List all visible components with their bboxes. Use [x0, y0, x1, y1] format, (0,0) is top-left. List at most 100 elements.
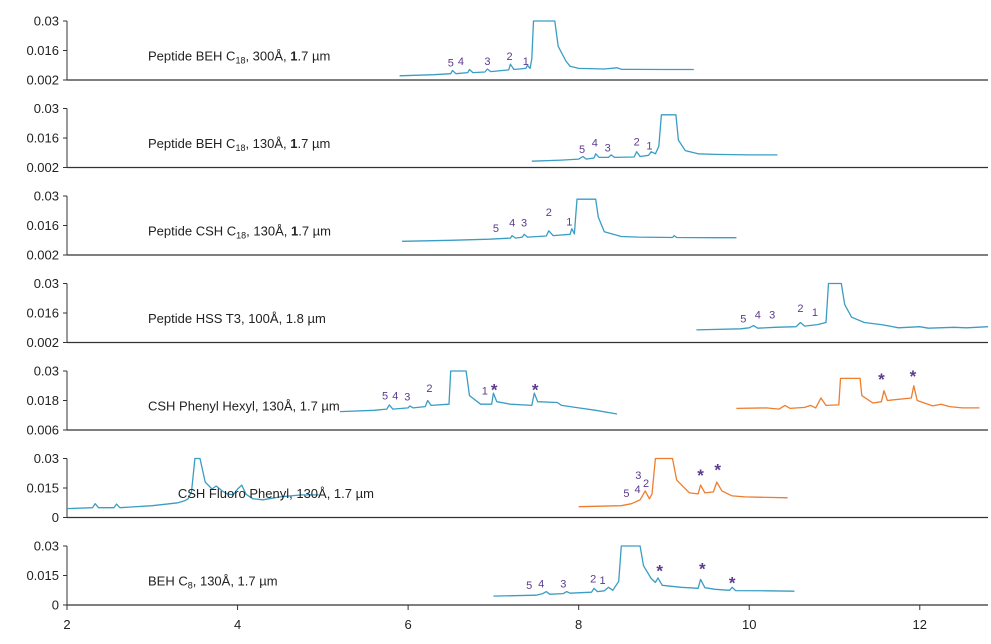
peak-number-label: 2 [426, 383, 432, 395]
y-tick-label: 0.006 [26, 423, 59, 438]
star-marker: * [714, 460, 721, 479]
star-marker: * [697, 466, 704, 485]
star-marker: * [491, 380, 498, 399]
column-label-part: CSH Phenyl Hexyl, 130Å, 1.7 µm [148, 399, 340, 414]
peak-number-label: 1 [599, 575, 605, 587]
panel-4-trace-blue [696, 282, 989, 331]
panel-5-trace-blue [339, 370, 618, 415]
y-tick-label: 0.015 [26, 481, 59, 496]
peak-number-label: 2 [797, 303, 803, 315]
peak-number-label: 2 [634, 136, 640, 148]
peak-number-label: 5 [623, 488, 629, 500]
y-tick-label: 0.03 [34, 364, 59, 379]
panel-7-trace-blue [493, 545, 795, 597]
peak-number-label: 1 [523, 56, 529, 68]
panel-1-trace-blue [399, 20, 694, 77]
star-marker: * [532, 380, 539, 399]
peak-number-label: 3 [635, 470, 641, 482]
star-marker: * [878, 370, 885, 389]
peak-number-label: 3 [484, 56, 490, 68]
panel-5-column-label: CSH Phenyl Hexyl, 130Å, 1.7 µm [148, 399, 340, 414]
peak-number-label: 1 [482, 385, 488, 397]
y-tick-label: 0.03 [34, 14, 59, 29]
column-label-part: 8 [188, 581, 193, 591]
panel-1-column-label: Peptide BEH C18, 300Å, 1.7 µm [148, 49, 330, 66]
peak-number-label: 1 [646, 141, 652, 153]
peak-number-label: 5 [382, 390, 388, 402]
star-marker: * [729, 573, 736, 592]
column-label-part: , 130Å, 1.7 µm [193, 574, 278, 589]
panel-7-column-label: BEH C8, 130Å, 1.7 µm [148, 574, 278, 591]
y-tick-label: 0.03 [34, 276, 59, 291]
panel-5-trace-orange [736, 377, 980, 410]
y-tick-label: 0.018 [26, 393, 59, 408]
y-tick-label: 0.015 [26, 568, 59, 583]
peak-number-label: 5 [740, 313, 746, 325]
y-tick-label: 0.03 [34, 101, 59, 116]
column-label-part: Peptide BEH C [148, 136, 235, 151]
peak-number-label: 4 [458, 56, 464, 68]
panel-2-trace-blue [531, 114, 778, 162]
peak-number-label: 5 [448, 57, 454, 69]
panel-6-trace-blue [66, 457, 319, 510]
panel-6-column-label: CSH Fluoro Phenyl, 130Å, 1.7 µm [178, 486, 374, 501]
x-tick-label: 4 [234, 617, 241, 632]
y-tick-label: 0.03 [34, 539, 59, 554]
column-label-part: CSH Fluoro Phenyl, 130Å, 1.7 µm [178, 486, 374, 501]
peak-number-label: 4 [755, 309, 761, 321]
y-tick-label: 0.03 [34, 189, 59, 204]
y-tick-label: 0.03 [34, 451, 59, 466]
panel-3-trace-blue [402, 198, 737, 242]
peak-number-label: 2 [546, 207, 552, 219]
y-tick-label: 0 [52, 510, 59, 525]
y-tick-label: 0.016 [26, 131, 59, 146]
peak-number-label: 4 [634, 484, 640, 496]
panel-6-trace-orange [578, 457, 788, 508]
peak-number-label: 3 [769, 309, 775, 321]
star-marker: * [910, 367, 917, 386]
column-label-part: 18 [236, 231, 246, 241]
peak-number-label: 3 [605, 143, 611, 155]
y-tick-label: 0.016 [26, 43, 59, 58]
peak-number-label: 1 [566, 217, 572, 229]
peak-number-label: 2 [590, 573, 596, 585]
column-label-part: 18 [235, 143, 245, 153]
peak-number-label: 4 [392, 390, 398, 402]
peak-number-label: 5 [526, 580, 532, 592]
peak-number-label: 5 [579, 144, 585, 156]
column-label-part: 1 [290, 49, 297, 64]
column-label-part: 18 [235, 56, 245, 66]
peak-number-label: 4 [592, 137, 598, 149]
column-label-part: .7 µm [298, 224, 331, 239]
y-tick-label: 0 [52, 598, 59, 613]
column-label-part: BEH C [148, 574, 188, 589]
peak-number-label: 5 [493, 223, 499, 235]
column-label-part: Peptide HSS T3, 100Å, 1.8 µm [148, 311, 326, 326]
x-tick-label: 8 [575, 617, 582, 632]
column-label-part: 1 [290, 136, 297, 151]
column-label-part: 1 [291, 224, 298, 239]
column-label-part: .7 µm [298, 49, 331, 64]
y-tick-label: 0.016 [26, 306, 59, 321]
y-tick-label: 0.002 [26, 73, 59, 88]
column-label-part: Peptide BEH C [148, 49, 235, 64]
y-tick-label: 0.002 [26, 248, 59, 263]
peak-number-label: 2 [643, 478, 649, 490]
column-label-part: Peptide CSH C [148, 224, 236, 239]
x-tick-label: 12 [913, 617, 927, 632]
peak-number-label: 2 [507, 51, 513, 63]
peak-number-label: 3 [404, 392, 410, 404]
column-label-part: , 130Å, [246, 224, 291, 239]
peak-number-label: 4 [538, 578, 544, 590]
column-label-part: , 300Å, [245, 49, 290, 64]
panel-2-column-label: Peptide BEH C18, 130Å, 1.7 µm [148, 136, 330, 153]
panel-4-column-label: Peptide HSS T3, 100Å, 1.8 µm [148, 311, 326, 326]
star-marker: * [699, 560, 706, 579]
x-tick-label: 2 [63, 617, 70, 632]
panel-3-column-label: Peptide CSH C18, 130Å, 1.7 µm [148, 224, 331, 241]
peak-number-label: 3 [521, 218, 527, 230]
y-tick-label: 0.002 [26, 335, 59, 350]
y-tick-label: 0.002 [26, 160, 59, 175]
x-tick-label: 6 [404, 617, 411, 632]
